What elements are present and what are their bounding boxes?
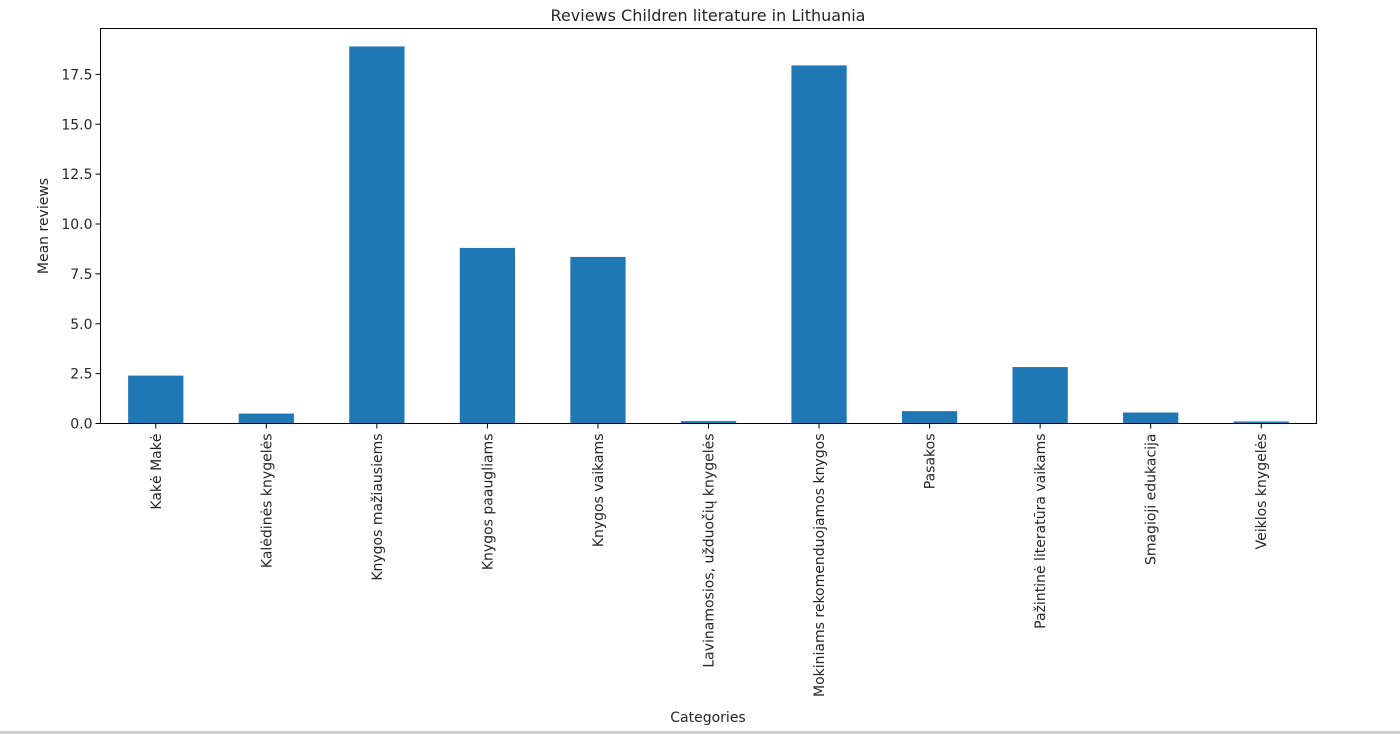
y-axis-label: Mean reviews (36, 178, 52, 274)
bar (791, 65, 847, 424)
y-tick-label: 17.5 (61, 67, 92, 83)
bar (128, 375, 184, 424)
bars-group (128, 46, 1289, 424)
x-tick-label: Knygos paaugliams (480, 434, 496, 571)
bottom-divider (0, 731, 1400, 734)
y-tick-label: 15.0 (61, 117, 92, 133)
x-axis: Kakė Makė Kalėdinės knygelės Knygos mažiau… (149, 423, 1270, 697)
x-tick-label: Kakė Makė (149, 434, 165, 510)
bar (901, 411, 958, 424)
bar (238, 413, 294, 424)
y-tick-label: 0.0 (70, 417, 92, 433)
x-tick-label: Pasakos (923, 434, 939, 490)
y-tick-label: 5.0 (70, 317, 92, 333)
y-tick-label: 7.5 (70, 267, 92, 283)
x-tick-label: Smagioji edukacija (1144, 434, 1160, 566)
x-tick-label: Knygos mažiausiems (370, 434, 386, 581)
bar (1012, 367, 1068, 424)
y-axis: 0.0 2.5 5.0 7.5 10.0 12.5 15.0 17.5 (61, 67, 101, 433)
bar (349, 46, 405, 424)
bar (680, 421, 737, 424)
bar (570, 256, 626, 424)
bar (1123, 412, 1179, 424)
chart-title: Reviews Children literature in Lithuania (551, 6, 866, 25)
y-tick-label: 2.5 (70, 367, 92, 383)
x-tick-label: Veiklos knygelės (1254, 434, 1270, 550)
x-tick-label: Knygos vaikams (591, 434, 607, 548)
plot-frame (100, 28, 1317, 424)
y-tick-label: 10.0 (61, 217, 92, 233)
x-tick-label: Mokiniams rekomenduojamos knygos (812, 434, 828, 697)
bar (1233, 421, 1289, 424)
x-tick-label: Kalėdinės knygelės (259, 434, 275, 569)
x-axis-label: Categories (670, 710, 745, 726)
x-tick-label: Pažintinė literatūra vaikams (1033, 434, 1049, 629)
bar (459, 247, 516, 424)
y-tick-label: 12.5 (61, 167, 92, 183)
x-tick-label: Lavinamosios, užduočių knygelės (702, 434, 718, 668)
